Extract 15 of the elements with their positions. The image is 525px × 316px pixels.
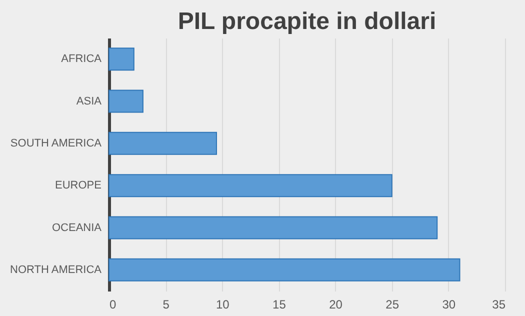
- x-tick-label: 30: [442, 298, 456, 312]
- y-tick-label: EUROPE: [55, 180, 102, 192]
- x-tick-label: 10: [216, 298, 230, 312]
- y-tick-label: OCEANIA: [52, 222, 102, 234]
- y-tick-label: NORTH AMERICA: [10, 264, 102, 276]
- x-tick-label: 20: [329, 298, 343, 312]
- x-tick-label: 35: [492, 298, 506, 312]
- x-tick-label: 15: [272, 298, 286, 312]
- y-tick-label: AFRICA: [61, 53, 102, 66]
- chart-title: PIL procapite in dollari: [178, 8, 436, 35]
- x-tick-label: 5: [162, 298, 170, 312]
- y-tick-label: SOUTH AMERICA: [10, 137, 102, 150]
- y-tick-label: ASIA: [76, 95, 102, 108]
- x-tick-label: 25: [386, 298, 400, 312]
- x-tick-label: 0: [110, 298, 116, 312]
